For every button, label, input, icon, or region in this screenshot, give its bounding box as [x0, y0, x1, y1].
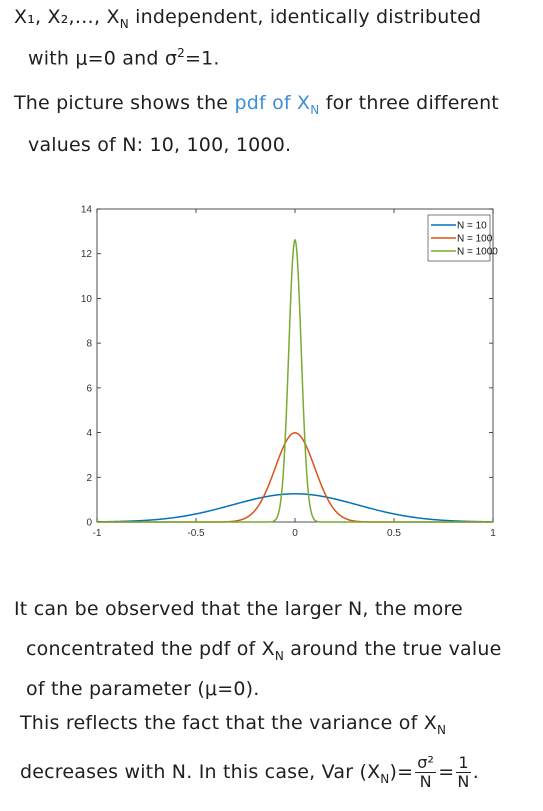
pdf-of-xbar: pdf of XN	[234, 92, 320, 117]
true-value-text: around the true value	[284, 638, 502, 660]
intro-line-2: with μ=0 and σ2=1.	[28, 46, 220, 69]
variables-list: X₁, X₂,…, X	[14, 6, 120, 28]
fraction-numerator: σ²	[415, 753, 437, 773]
y-tick-label: 10	[81, 294, 93, 305]
intro-line-1: X₁, X₂,…, XN independent, identically di…	[14, 6, 481, 31]
intro-line-4: values of N: 10, 100, 1000.	[28, 134, 291, 156]
params-text: with μ=0 and σ	[28, 47, 178, 70]
fraction-denominator: N	[457, 772, 470, 791]
picture-shows-text: The picture shows the	[14, 92, 235, 114]
y-tick-label: 14	[81, 205, 93, 216]
conclusion-line-3: of the parameter (μ=0).	[26, 678, 259, 700]
x-tick-label: 1	[490, 528, 496, 539]
iid-text: independent, identically distributed	[128, 6, 482, 28]
y-tick-label: 4	[86, 428, 92, 439]
x-tick-label: -0.5	[187, 528, 205, 539]
conclusion-line-4: This reflects the fact that the variance…	[20, 712, 446, 737]
variance-text: This reflects the fact that the variance…	[20, 712, 437, 734]
intro-line-3: The picture shows the pdf of XN for thre…	[14, 92, 499, 117]
y-tick-label: 6	[86, 383, 92, 394]
concentrated-text: concentrated the pdf of X	[26, 638, 275, 660]
var-formula-text: decreases with N. In this case, Var (X	[20, 761, 381, 783]
y-tick-label: 8	[86, 339, 92, 350]
y-tick-label: 2	[86, 473, 92, 484]
parameter-text: of the parameter (μ=0).	[26, 678, 260, 700]
legend-label: N = 100	[457, 234, 493, 245]
legend-label: N = 1000	[457, 247, 498, 258]
y-tick-label: 0	[86, 518, 92, 529]
pdf-of-label: pdf of X	[234, 92, 311, 114]
x-tick-label: 0.5	[387, 528, 401, 539]
x-tick-label: -1	[93, 528, 102, 539]
pdf-chart: -1 -0.5 0 0.5 1 0 2 4 6 8 10 12 14 N = 10 N = 100 N = 1…	[30, 178, 520, 570]
subscript-n: N	[274, 648, 285, 663]
superscript-2: 2	[177, 46, 185, 60]
fraction-denominator: N	[419, 772, 432, 791]
params-end: =1.	[184, 47, 220, 70]
larger-n-text: It can be observed that the larger N, th…	[14, 598, 463, 620]
series-line-n10	[97, 493, 493, 523]
period: .	[472, 761, 479, 783]
subscript-n: N	[119, 16, 129, 31]
y-tick-label: 12	[81, 249, 93, 260]
plot-area	[96, 208, 494, 523]
conclusion-line-5: decreases with N. In this case, Var (XN)…	[20, 754, 479, 791]
subscript-n: N	[380, 771, 390, 786]
three-values-text: for three different	[319, 92, 499, 114]
legend-label: N = 10	[457, 221, 487, 232]
subscript-n: N	[310, 102, 320, 117]
equals-sign: =	[438, 761, 455, 783]
subscript-n: N	[436, 722, 447, 737]
x-tick-label: 0	[292, 528, 298, 539]
conclusion-line-1: It can be observed that the larger N, th…	[14, 598, 463, 620]
series-line-n1000	[97, 238, 493, 523]
var-formula-eq: )=	[389, 761, 414, 783]
fraction-numerator: 1	[456, 753, 471, 773]
values-of-n: values of N: 10, 100, 1000.	[28, 134, 292, 156]
conclusion-line-2: concentrated the pdf of XN around the tr…	[26, 638, 502, 663]
fraction-sigma2-over-n: σ² N	[415, 753, 437, 791]
